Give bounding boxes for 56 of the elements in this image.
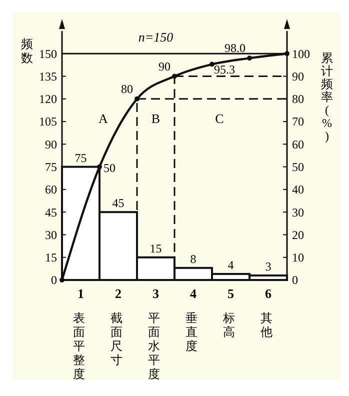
data-label: 95.3 [214, 62, 235, 76]
data-label: 45 [112, 196, 124, 210]
y-tick-label: 90 [45, 137, 57, 152]
x-tick-label: 3 [152, 286, 160, 301]
y2-tick-label: 0 [292, 273, 298, 288]
y2-tick-label: 30 [292, 205, 304, 220]
y2-tick-label: 20 [292, 228, 304, 242]
point [134, 96, 140, 102]
y-tick-label: 120 [39, 92, 57, 106]
data-label: 3 [265, 259, 272, 274]
data-label: 8 [190, 252, 196, 266]
y-tick-label: 150 [39, 46, 57, 61]
x-tick-label: 5 [228, 286, 234, 301]
y2-axis-title: 累计频率(%) [321, 51, 333, 143]
point [172, 74, 177, 79]
y-tick-label: 60 [45, 182, 57, 197]
data-label: 90 [158, 59, 170, 74]
data-label: 50 [104, 160, 116, 175]
data-label: 98.0 [224, 41, 246, 56]
text: 其他 [260, 311, 272, 339]
annotation: C [215, 111, 224, 126]
text: 表面平整度 [72, 311, 85, 381]
y-tick-label: 135 [39, 69, 57, 84]
text: 垂直度 [185, 311, 198, 353]
annotation: n=150 [138, 30, 174, 45]
text: 标高 [222, 311, 235, 339]
data-label: 75 [74, 150, 87, 165]
annotation: B [151, 111, 160, 126]
data-label: 80 [121, 82, 133, 96]
point [210, 62, 214, 67]
y2-tick-label: 80 [292, 92, 304, 106]
y-tick-label: 75 [45, 160, 57, 174]
y2-tick-label: 70 [292, 114, 304, 129]
y2-tick-label: 10 [292, 250, 304, 265]
x-tick-label: 4 [190, 286, 197, 301]
y2-tick-label: 60 [292, 137, 304, 152]
x-tick-label: 1 [78, 286, 84, 301]
data-label: 15 [150, 241, 162, 256]
y-axis-title: 频数 [21, 37, 33, 65]
y-tick-label: 0 [51, 273, 57, 288]
y-tick-label: 105 [39, 114, 57, 129]
annotation: A [98, 111, 109, 126]
y2-tick-label: 50 [292, 160, 304, 174]
point [97, 164, 102, 170]
y2-tick-label: 40 [292, 182, 304, 197]
y2-tick-label: 100 [292, 46, 310, 61]
point [247, 56, 252, 61]
data-label: 4 [228, 258, 234, 272]
y2-tick-label: 90 [292, 69, 304, 84]
y-tick-label: 15 [45, 250, 57, 265]
y-tick-label: 30 [45, 228, 57, 242]
x-tick-label: 6 [265, 286, 272, 301]
y-tick-label: 45 [45, 205, 57, 220]
text: 平面水平度 [148, 311, 160, 381]
x-tick-label: 2 [115, 286, 122, 301]
text: 截面尺寸 [110, 311, 122, 367]
